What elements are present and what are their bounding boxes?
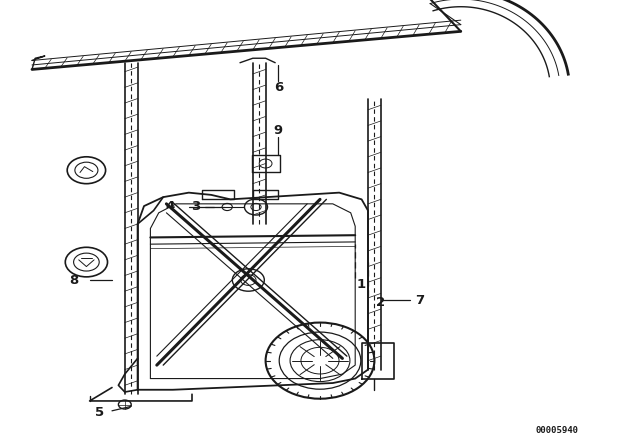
Text: 6: 6 bbox=[274, 81, 283, 94]
Text: 8: 8 bbox=[69, 273, 78, 287]
Text: 00005940: 00005940 bbox=[535, 426, 579, 435]
Text: 4: 4 bbox=[165, 200, 174, 214]
Text: 5: 5 bbox=[95, 406, 104, 419]
Text: 1: 1 bbox=[357, 278, 366, 291]
Text: 2: 2 bbox=[376, 296, 385, 309]
Text: 3: 3 bbox=[191, 200, 200, 214]
Text: 9: 9 bbox=[274, 124, 283, 138]
Text: 7: 7 bbox=[415, 293, 424, 307]
